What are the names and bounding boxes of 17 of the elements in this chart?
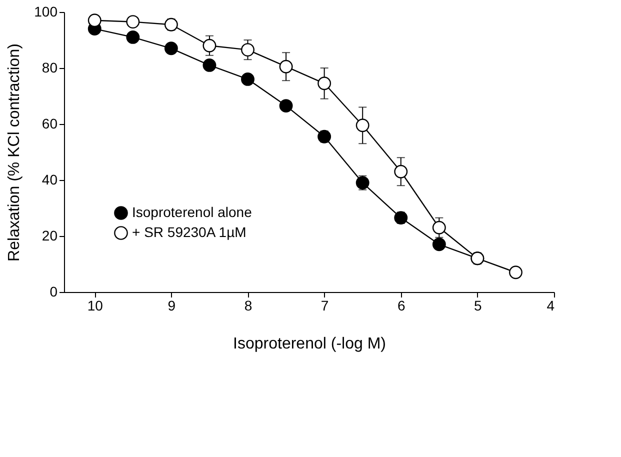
y-axis-title: Relaxation (% KCl contraction) [6,44,24,262]
legend-label: Isoproterenol alone [132,204,252,220]
y-tick-label: 100 [34,4,58,20]
x-axis-title: Isoproterenol (-log M) [233,336,386,352]
x-tick-label: 4 [546,298,555,314]
legend-label: + SR 59230A 1µM [132,224,246,240]
x-tick-label: 5 [474,298,482,314]
y-tick-label: 20 [42,228,58,244]
y-tick-label: 80 [42,60,58,76]
x-tick-label: 7 [320,298,329,314]
x-tick-label: 8 [244,298,252,314]
x-tick-label: 10 [87,298,104,314]
y-tick-label: 40 [42,172,58,188]
x-tick-label: 9 [168,298,176,314]
y-tick-label: 0 [50,284,58,300]
x-tick-label: 6 [397,298,406,314]
y-tick-label: 60 [42,116,58,132]
